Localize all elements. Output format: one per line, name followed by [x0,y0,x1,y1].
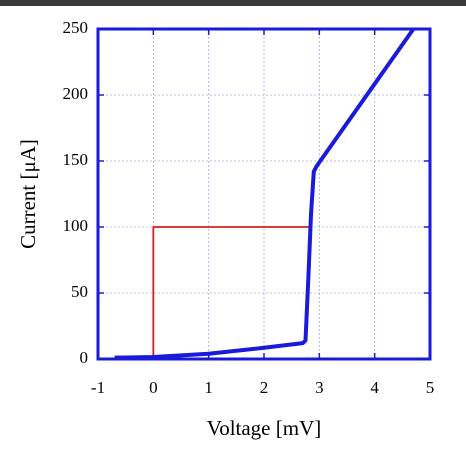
x-axis-label: Voltage [mV] [207,416,322,440]
x-tick-label: 2 [260,378,269,397]
x-tick-label: 4 [370,378,379,397]
y-tick-label: 150 [63,150,89,169]
x-tick-label: 5 [426,378,435,397]
y-tick-label: 250 [63,18,89,37]
y-tick-label: 50 [71,282,88,301]
data-line [152,226,310,359]
x-tick-label: -1 [91,378,105,397]
y-tick-label: 100 [63,216,89,235]
x-tick-label: 1 [204,378,213,397]
data-line [114,27,416,360]
y-tick-label: 0 [80,348,89,367]
plot-frame [96,27,432,361]
y-axis-label: Current [μA] [16,139,40,249]
x-tick-label: 0 [149,378,158,397]
x-tick-label: 3 [315,378,324,397]
y-tick-label: 200 [63,84,89,103]
top-bar [0,0,466,6]
